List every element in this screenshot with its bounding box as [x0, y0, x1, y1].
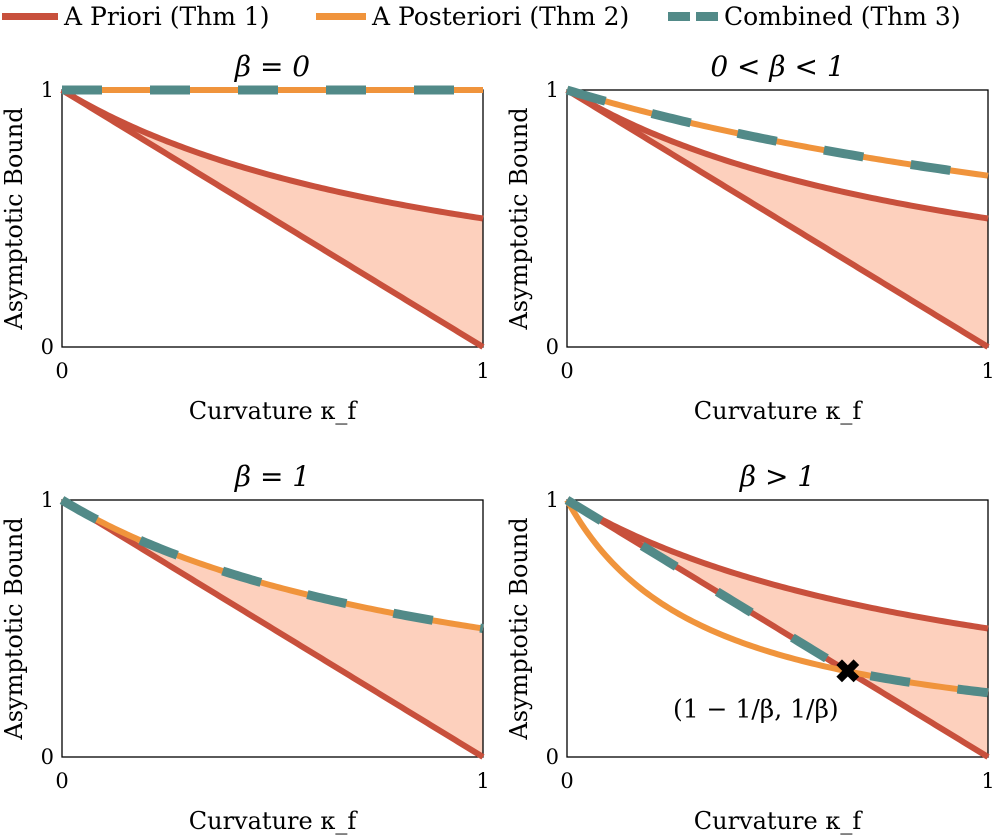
series-apriori-lower-line	[565, 497, 990, 760]
x-tick-label: 0	[560, 769, 573, 793]
legend-item-combined: Combined (Thm 3)	[668, 0, 961, 32]
series-apriori-upper-line	[60, 87, 484, 222]
panel-title: β > 1	[739, 460, 815, 493]
x-axis-label: Curvature κ_f	[189, 807, 359, 835]
y-axis-label: Asymptotic Bound	[0, 107, 28, 330]
y-axis-label: Asymptotic Bound	[505, 517, 533, 740]
legend-swatch-combined	[668, 11, 718, 21]
x-axis-label: Curvature κ_f	[189, 397, 359, 425]
intersection-annotation: (1 − 1/β, 1/β)	[673, 694, 839, 723]
legend-label-apriori: A Priori (Thm 1)	[64, 1, 270, 31]
x-axis-label: Curvature κ_f	[694, 807, 864, 835]
series-aposteriori-line	[564, 498, 989, 696]
series-apriori-upper-line	[565, 87, 989, 222]
series-combined-line	[565, 85, 989, 181]
series-apriori-lower-line	[60, 87, 485, 350]
y-axis-label: Asymptotic Bound	[0, 517, 28, 740]
series-apriori-lower-line	[60, 497, 485, 760]
y-tick-label: 1	[41, 488, 54, 512]
legend-swatch-apriori	[2, 12, 58, 20]
x-tick-label: 1	[981, 769, 994, 793]
legend-swatch-aposteriori	[316, 12, 366, 20]
y-tick-label: 0	[546, 745, 559, 769]
x-tick-label: 0	[55, 359, 68, 383]
x-tick-label: 1	[476, 769, 489, 793]
legend-item-aposteriori: A Posteriori (Thm 2)	[316, 0, 629, 32]
panel-1: β = 0 0 1 0 1 Curvature κ_f Asymptotic Bound	[0, 50, 490, 425]
series-apriori-upper-line	[565, 497, 989, 632]
x-axis-label: Curvature κ_f	[694, 397, 864, 425]
legend-label-combined: Combined (Thm 3)	[724, 1, 961, 31]
y-tick-label: 1	[41, 78, 54, 102]
x-tick-label: 1	[981, 359, 994, 383]
panel-4: β > 1 0 1 0 1 Curvature κ_f Asymptotic Bound ✖ (…	[505, 460, 995, 835]
y-tick-label: 1	[546, 488, 559, 512]
legend: A Priori (Thm 1) A Posteriori (Thm 2) Co…	[0, 0, 996, 32]
panel-title: β = 1	[234, 460, 310, 493]
y-tick-label: 0	[41, 745, 54, 769]
x-tick-label: 1	[476, 359, 489, 383]
series-combined-line	[59, 496, 484, 633]
panel-title: β = 0	[234, 50, 310, 83]
legend-item-apriori: A Priori (Thm 1)	[2, 0, 270, 32]
intersection-marker: ✖	[834, 652, 861, 690]
y-tick-label: 1	[546, 78, 559, 102]
y-tick-label: 0	[546, 335, 559, 359]
panel-3: β = 1 0 1 0 1 Curvature κ_f Asymptotic Bound	[0, 460, 490, 835]
legend-label-aposteriori: A Posteriori (Thm 2)	[372, 1, 630, 31]
x-tick-label: 0	[55, 769, 68, 793]
x-tick-label: 0	[560, 359, 573, 383]
panel-2: 0 < β < 1 0 1 0 1 Curvature κ_f Asymptotic Bou…	[505, 50, 995, 425]
series-apriori-lower-line	[565, 87, 990, 350]
panel-title: 0 < β < 1	[710, 50, 844, 83]
y-axis-label: Asymptotic Bound	[505, 107, 533, 330]
y-tick-label: 0	[41, 335, 54, 359]
